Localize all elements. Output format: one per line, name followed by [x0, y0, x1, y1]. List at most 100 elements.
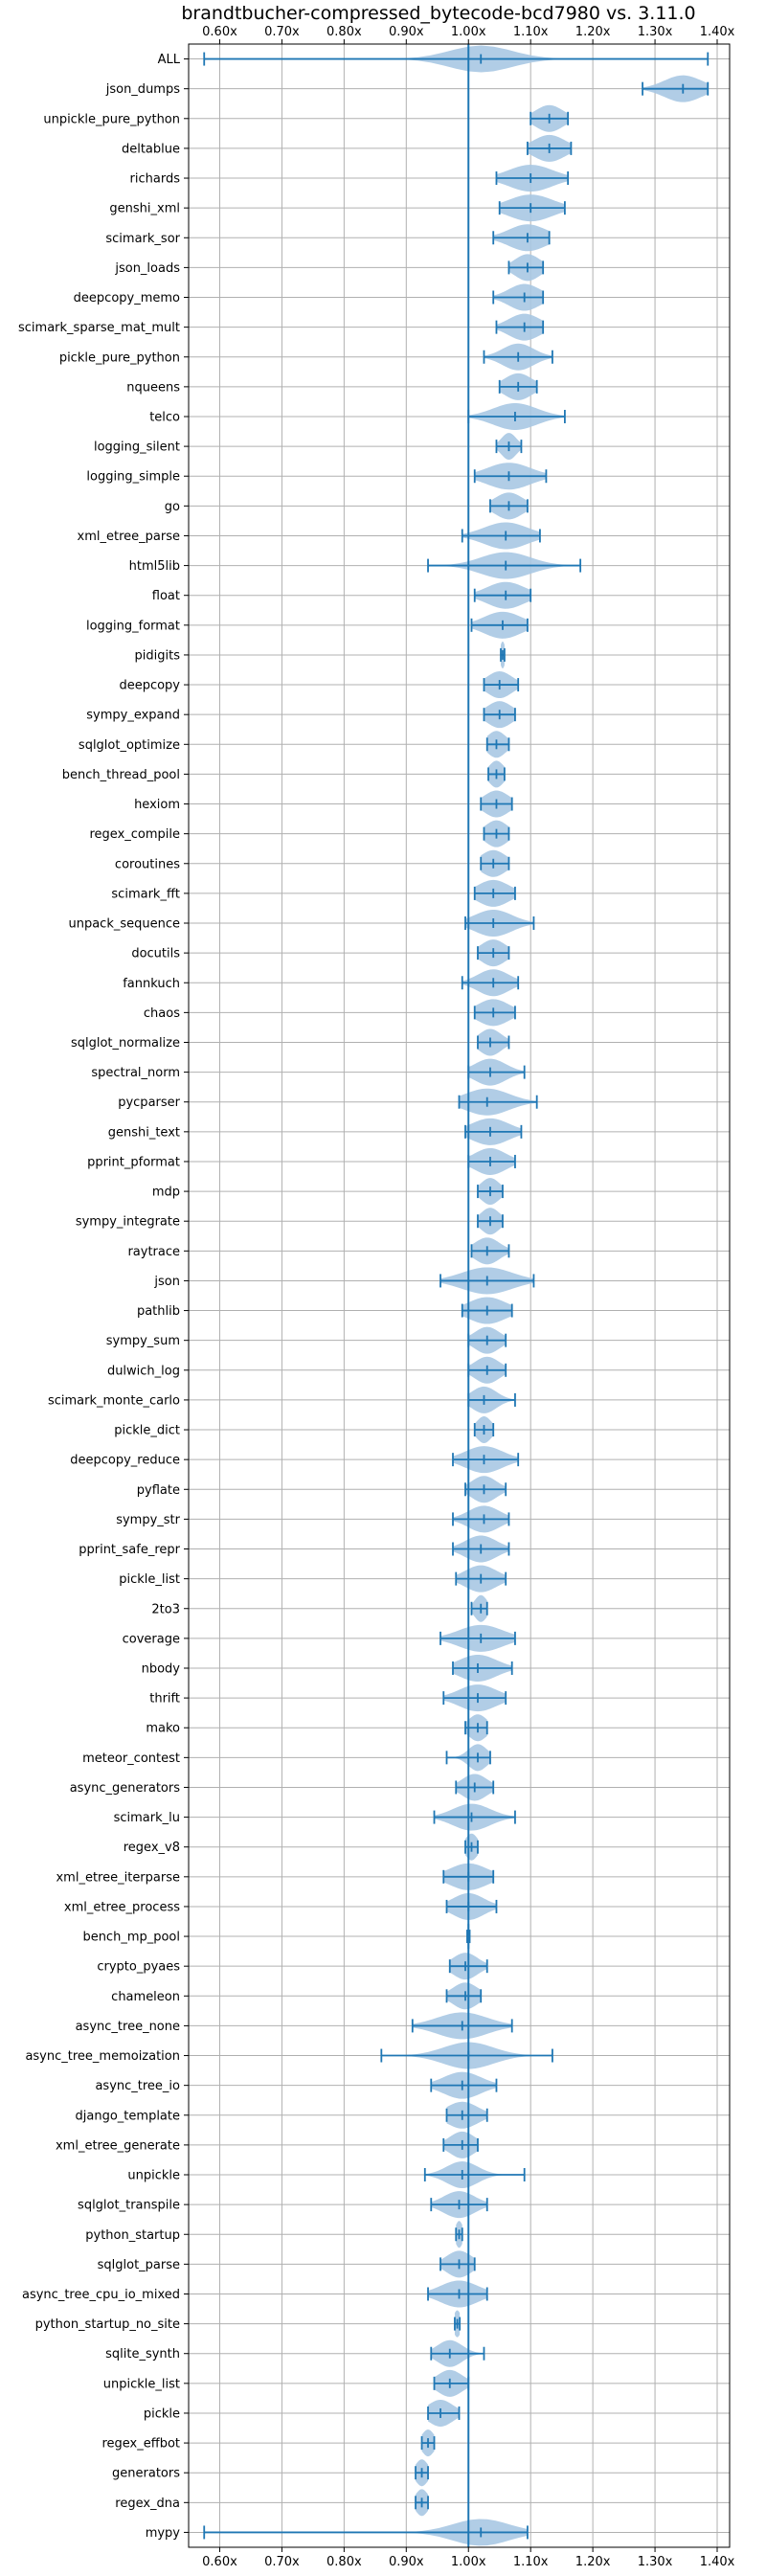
category-label: generators	[112, 2467, 180, 2481]
category-label: bench_mp_pool	[82, 1931, 180, 1945]
category-label: unpickle_list	[103, 2377, 180, 2391]
category-label: pycparser	[118, 1096, 180, 1110]
category-label: pprint_pformat	[87, 1155, 180, 1169]
category-label: mako	[146, 1722, 180, 1736]
x-tick-label-top: 1.00x	[451, 25, 486, 39]
category-label: bench_thread_pool	[62, 768, 180, 782]
category-label: async_tree_cpu_io_mixed	[22, 2288, 180, 2302]
category-label: docutils	[131, 947, 180, 961]
chart-title: brandtbucher-compressed_bytecode-bcd7980…	[181, 3, 695, 24]
plot-frame	[184, 39, 731, 2552]
category-label: 2to3	[151, 1602, 180, 1616]
category-label: async_tree_io	[95, 2079, 180, 2093]
category-label: deepcopy_memo	[74, 291, 180, 305]
category-label: thrift	[149, 1692, 180, 1706]
category-label: pickle_dict	[114, 1424, 180, 1438]
category-label: logging_format	[86, 619, 180, 633]
category-label: xml_etree_parse	[78, 530, 180, 544]
x-tick-label-top: 1.30x	[638, 25, 673, 39]
category-label: pickle_list	[119, 1572, 180, 1587]
category-label: coverage	[123, 1632, 180, 1646]
category-label: django_template	[76, 2109, 180, 2123]
violin-bodies	[204, 45, 709, 2546]
category-labels: ALL json_dumps unpickle_pure_pythondeltabl…	[18, 53, 181, 2541]
x-tick-label-top: 0.90x	[389, 25, 424, 39]
category-label: mypy	[146, 2526, 181, 2541]
category-label: deepcopy	[119, 679, 180, 693]
x-tick-label-bottom: 1.10x	[513, 2555, 549, 2569]
category-label: sqlglot_normalize	[71, 1036, 180, 1051]
category-label: sqlite_synth	[105, 2347, 180, 2361]
x-tick-label-bottom: 1.30x	[638, 2555, 673, 2569]
x-tick-label-top: 1.10x	[513, 25, 549, 39]
category-label: html5lib	[129, 559, 180, 574]
category-label: telco	[149, 410, 180, 424]
x-tick-label-top: 1.40x	[700, 25, 735, 39]
x-tick-label-bottom: 1.00x	[451, 2555, 486, 2569]
category-label: regex_compile	[89, 827, 180, 842]
category-label: unpack_sequence	[68, 917, 180, 932]
category-label: sympy_expand	[86, 709, 180, 723]
category-label: pidigits	[135, 648, 181, 663]
x-tick-label-bottom: 0.80x	[327, 2555, 362, 2569]
x-tick-labels-top: 0.60x 0.70x 0.80x 0.90x 1.00x 1.10x 1.20x 1.30x…	[202, 25, 734, 39]
x-tick-label-bottom: 0.60x	[202, 2555, 237, 2569]
category-label: python_startup	[85, 2228, 180, 2243]
category-label: mdp	[152, 1186, 180, 1200]
category-label: go	[165, 500, 180, 514]
category-label: async_tree_memoization	[25, 2049, 180, 2064]
category-label: scimark_lu	[114, 1811, 180, 1825]
category-label: chameleon	[111, 1990, 180, 2004]
category-label: python_startup_no_site	[35, 2317, 180, 2332]
category-label: async_generators	[70, 1781, 181, 1796]
category-label: ALL	[158, 53, 181, 67]
category-label: chaos	[144, 1006, 180, 1021]
category-label: xml_etree_process	[64, 1900, 180, 1914]
category-label: logging_simple	[86, 470, 180, 485]
category-label: nbody	[142, 1661, 181, 1676]
category-label: regex_effbot	[101, 2437, 180, 2452]
category-label: nqueens	[126, 380, 180, 395]
category-label: meteor_contest	[82, 1751, 180, 1766]
category-label: xml_etree_generate	[56, 2138, 180, 2153]
category-label: coroutines	[115, 857, 180, 871]
category-label: scimark_monte_carlo	[48, 1393, 180, 1408]
category-label: deltablue	[122, 142, 180, 156]
category-label: deepcopy_reduce	[70, 1454, 180, 1468]
x-tick-label-bottom: 1.20x	[575, 2555, 611, 2569]
category-label: pickle_pure_python	[59, 350, 180, 365]
category-label: pprint_safe_repr	[79, 1543, 180, 1557]
x-tick-label-top: 0.70x	[264, 25, 300, 39]
category-label: hexiom	[134, 798, 180, 812]
category-label: crypto_pyaes	[97, 1960, 180, 1975]
category-label: float	[152, 589, 180, 603]
category-label: pyflate	[137, 1483, 180, 1498]
category-label: scimark_fft	[111, 887, 180, 901]
category-label: regex_dna	[115, 2497, 180, 2511]
category-label: pickle	[144, 2407, 180, 2421]
category-label: json_loads	[114, 261, 180, 276]
category-label: sympy_sum	[106, 1334, 180, 1348]
category-label: sqlglot_parse	[98, 2258, 180, 2272]
x-tick-label-bottom: 0.90x	[389, 2555, 424, 2569]
category-label: sqlglot_transpile	[78, 2199, 180, 2213]
category-label: json	[153, 1275, 180, 1289]
whiskers	[203, 52, 710, 2540]
category-label: raytrace	[127, 1245, 180, 1259]
category-label: unpickle_pure_python	[43, 112, 180, 126]
category-label: spectral_norm	[91, 1066, 180, 1080]
category-label: sympy_integrate	[76, 1215, 180, 1230]
category-label: xml_etree_iterparse	[56, 1870, 180, 1885]
category-label: regex_v8	[124, 1841, 180, 1855]
category-label: async_tree_none	[76, 2020, 180, 2034]
category-label: unpickle	[127, 2169, 180, 2183]
category-label: logging_silent	[94, 441, 180, 455]
category-label: scimark_sor	[105, 232, 180, 246]
x-tick-label-bottom: 0.70x	[264, 2555, 300, 2569]
category-label: genshi_xml	[109, 202, 180, 216]
category-label: dulwich_log	[107, 1364, 180, 1378]
category-label: fannkuch	[123, 977, 180, 991]
category-label: genshi_text	[108, 1125, 180, 1140]
category-label: sympy_str	[116, 1513, 180, 1527]
